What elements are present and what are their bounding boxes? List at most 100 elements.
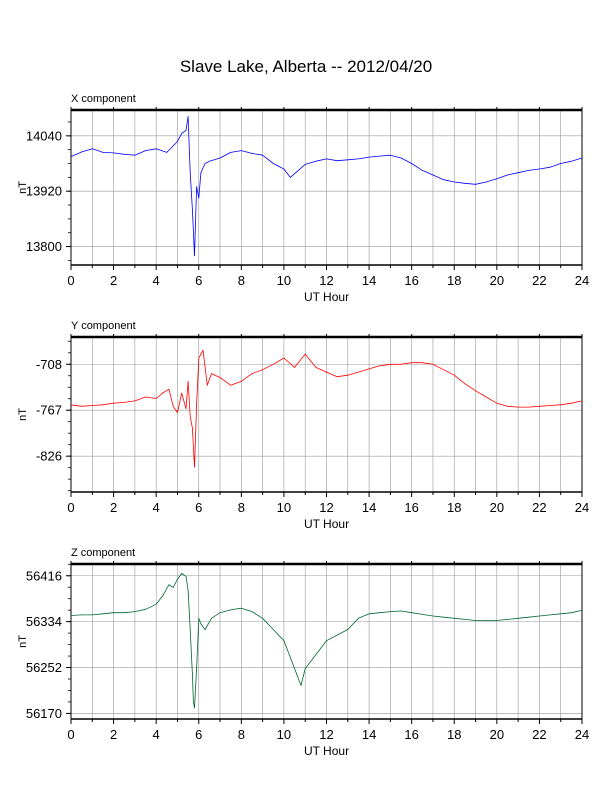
panel-3-data-point xyxy=(177,578,178,580)
panel-1-data-point xyxy=(198,197,200,199)
panel-3-data-point xyxy=(102,613,104,615)
panel-2-data-point xyxy=(390,363,391,365)
panel-1-data-point xyxy=(347,159,349,161)
panel-3-data-point xyxy=(162,595,163,597)
panel-2-data-point xyxy=(283,357,285,359)
panel-2-data-point xyxy=(560,404,562,406)
panel-2-data-point xyxy=(81,405,82,407)
panel-3-data-point xyxy=(185,575,187,577)
panel-2-data-point xyxy=(326,371,327,373)
panel-1-data-point xyxy=(390,154,391,156)
panel-3-data-point xyxy=(358,617,359,619)
panel-2-data-point xyxy=(347,374,349,376)
panel-1-xlabel: UT Hour xyxy=(304,290,349,304)
panel-1-data-point xyxy=(421,170,423,171)
panel-2-data-point xyxy=(230,384,232,386)
panel-1-data-point xyxy=(189,172,191,174)
panel-2-data-point xyxy=(379,365,381,367)
panel-3-data-point xyxy=(70,615,72,616)
panel-2-title: Y component xyxy=(71,320,136,332)
panel-1-data-point xyxy=(155,148,157,150)
panel-3-data-point xyxy=(211,617,212,619)
panel-1-xtick-label: 12 xyxy=(319,273,333,288)
panel-1-data-point xyxy=(113,152,114,154)
panel-2-data-point xyxy=(485,396,487,398)
panel-1-data-point xyxy=(517,172,519,174)
panel-1-ytick-label: 13800 xyxy=(26,239,62,254)
panel-2-data-point xyxy=(496,402,498,404)
panel-2-data-point xyxy=(198,357,200,359)
panel-3-xtick-label: 0 xyxy=(67,727,74,742)
panel-3-data-point xyxy=(432,615,434,617)
panel-2-data-point xyxy=(581,400,583,402)
panel-1-data-point xyxy=(262,154,263,156)
panel-2-data-point xyxy=(549,405,551,406)
panel-1-data-point xyxy=(196,186,197,187)
panel-2-data-point xyxy=(336,376,338,378)
panel-3-xtick-label: 10 xyxy=(277,727,291,742)
panel-3-xtick-label: 22 xyxy=(532,727,546,742)
panel-3-data-point xyxy=(194,707,195,709)
panel-1-data-point xyxy=(204,163,206,164)
panel-2-data-point xyxy=(219,377,221,378)
panel-1-data-point xyxy=(289,177,291,178)
panel-3-data-point xyxy=(315,654,317,655)
panel-1-series-line xyxy=(70,116,583,257)
panel-2-data-point xyxy=(202,349,204,351)
panel-2-data-point xyxy=(262,369,263,371)
panel-3-data-point xyxy=(326,640,327,642)
panel-3-data-point xyxy=(189,629,191,630)
panel-1-data-point xyxy=(187,116,189,117)
panel-1-data-point xyxy=(507,174,508,176)
panel-2-data-point xyxy=(162,392,163,394)
panel-1-data-point xyxy=(560,163,562,164)
panel-3-data-point xyxy=(198,617,200,619)
panel-2-data-point xyxy=(475,390,476,392)
panel-2-data-point xyxy=(539,405,540,407)
panel-1-data-point xyxy=(400,157,402,159)
panel-2-data-point xyxy=(134,400,136,402)
panel-2-xtick-label: 10 xyxy=(277,500,291,515)
panel-2-data-point xyxy=(368,368,370,370)
panel-1-xtick-label: 16 xyxy=(404,273,418,288)
panel-1-data-point xyxy=(549,166,551,168)
panel-2-ytick-label: -826 xyxy=(36,449,62,464)
panel-1-data-point xyxy=(145,150,146,151)
panel-2-data-point xyxy=(411,362,413,364)
panel-1-data-point xyxy=(326,158,327,160)
panel-3-data-point xyxy=(230,609,232,611)
panel-3-data-point xyxy=(289,657,291,658)
panel-3-xtick-label: 12 xyxy=(319,727,333,742)
panel-2-data-point xyxy=(211,373,212,374)
panel-3-data-point xyxy=(272,629,274,630)
panel-3-data-point xyxy=(172,587,174,588)
panel-3-data-point xyxy=(192,673,193,675)
panel-3-data-point xyxy=(196,668,197,669)
panel-3-xtick-label: 14 xyxy=(362,727,376,742)
panel-1-xtick-label: 18 xyxy=(447,273,461,288)
panel-3-data-point xyxy=(517,617,519,619)
panel-3-data-point xyxy=(453,617,455,619)
panel-2-xtick-label: 8 xyxy=(238,500,245,515)
panel-2-xtick-label: 22 xyxy=(532,500,546,515)
panel-2-data-point xyxy=(571,402,572,404)
panel-2-xtick-label: 2 xyxy=(110,500,117,515)
panel-3-data-point xyxy=(571,612,572,614)
panel-1-data-point xyxy=(185,129,187,131)
panel-3-data-point xyxy=(204,629,206,630)
panel-3-title: Z component xyxy=(71,547,135,559)
panel-1-xtick-label: 14 xyxy=(362,273,376,288)
panel-2-data-point xyxy=(168,388,170,390)
panel-3-data-point xyxy=(443,616,444,618)
panel-3-data-point xyxy=(390,611,391,612)
panel-3-series-line xyxy=(70,573,583,709)
panel-3-data-point xyxy=(168,584,170,586)
panel-1-data-point xyxy=(496,178,498,180)
panel-2-xtick-label: 12 xyxy=(319,500,333,515)
panel-2-data-point xyxy=(113,402,114,404)
panel-2-data-point xyxy=(91,405,93,406)
panel-2-data-point xyxy=(432,363,434,365)
panel-1-xtick-label: 0 xyxy=(67,273,74,288)
panel-1-data-point xyxy=(177,141,178,142)
